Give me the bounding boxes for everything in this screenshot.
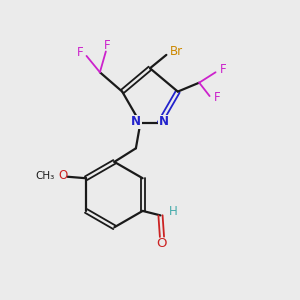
Text: N: N bbox=[131, 115, 141, 128]
Text: Br: Br bbox=[170, 45, 183, 58]
Text: O: O bbox=[59, 169, 68, 182]
Text: CH₃: CH₃ bbox=[36, 171, 55, 181]
Text: F: F bbox=[214, 91, 220, 104]
Text: F: F bbox=[220, 63, 226, 76]
Text: N: N bbox=[159, 115, 169, 128]
Text: F: F bbox=[77, 46, 83, 59]
Text: H: H bbox=[169, 205, 177, 218]
Text: F: F bbox=[104, 39, 111, 52]
Text: O: O bbox=[157, 237, 167, 250]
